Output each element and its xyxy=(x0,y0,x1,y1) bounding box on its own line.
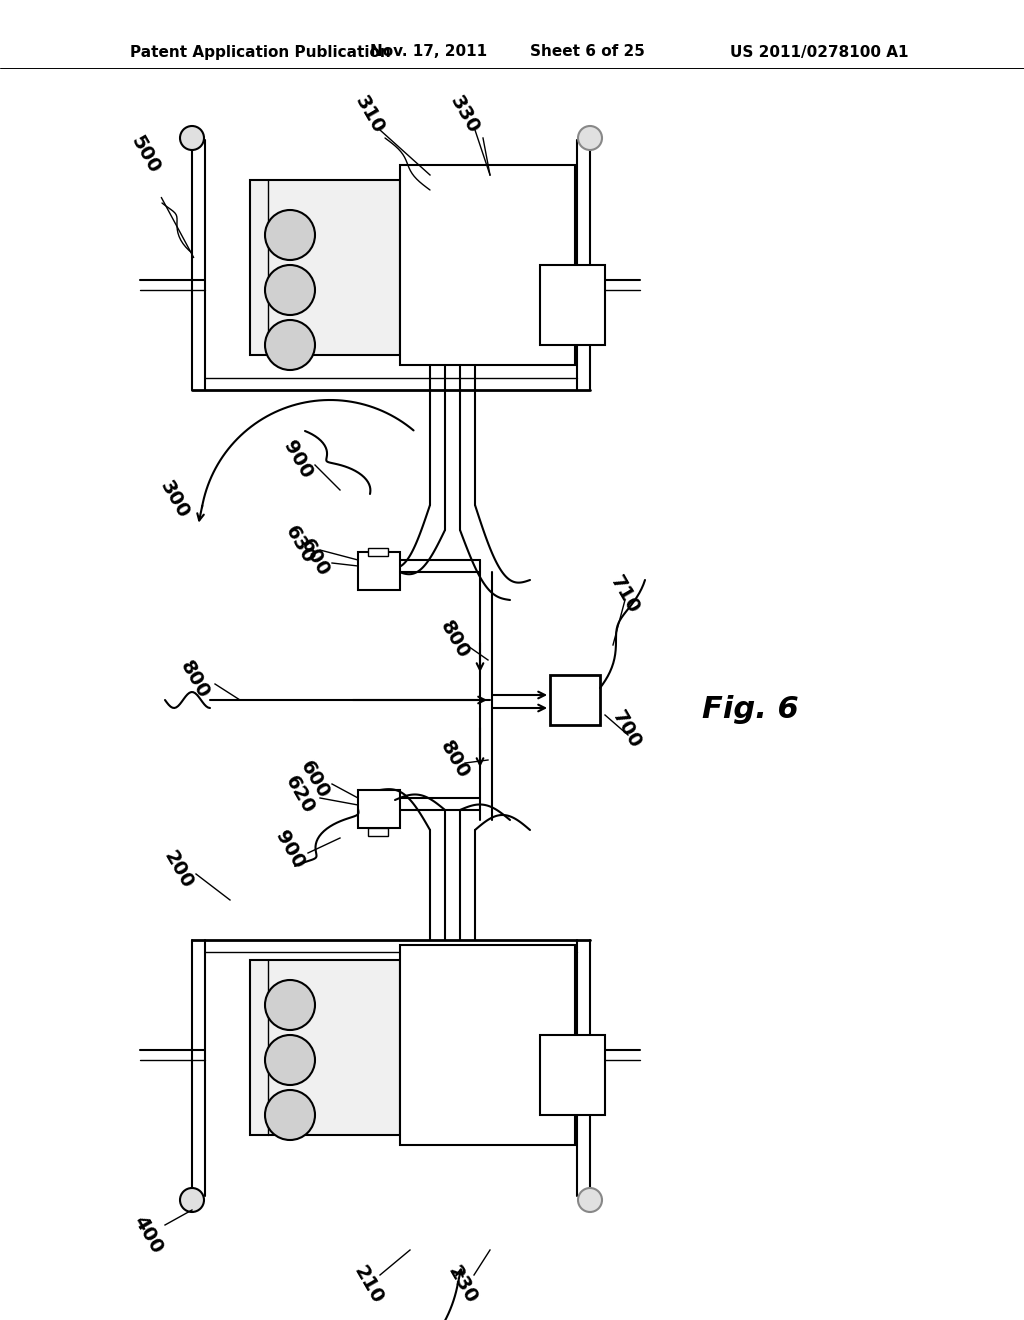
Circle shape xyxy=(265,210,315,260)
Circle shape xyxy=(578,125,602,150)
Text: 400: 400 xyxy=(130,1213,166,1257)
Text: Nov. 17, 2011: Nov. 17, 2011 xyxy=(370,45,487,59)
Bar xyxy=(540,265,605,345)
Text: 710: 710 xyxy=(606,573,643,618)
Text: 200: 200 xyxy=(160,847,197,892)
Text: 700: 700 xyxy=(608,708,645,752)
Bar xyxy=(400,945,575,1144)
Circle shape xyxy=(265,319,315,370)
Text: 210: 210 xyxy=(349,1263,386,1307)
Bar xyxy=(250,180,400,355)
Text: 800: 800 xyxy=(436,618,473,663)
Text: 900: 900 xyxy=(271,828,308,873)
Circle shape xyxy=(578,1188,602,1212)
Bar xyxy=(250,960,400,1135)
Circle shape xyxy=(265,979,315,1030)
Circle shape xyxy=(265,1090,315,1140)
Text: 500: 500 xyxy=(127,133,163,177)
Text: 600: 600 xyxy=(297,536,334,581)
Text: 800: 800 xyxy=(177,657,213,702)
Text: 300: 300 xyxy=(157,478,194,523)
Text: 630: 630 xyxy=(282,523,318,568)
Text: 310: 310 xyxy=(351,92,388,137)
Text: 800: 800 xyxy=(436,738,473,783)
Text: Fig. 6: Fig. 6 xyxy=(701,696,799,725)
Circle shape xyxy=(265,265,315,315)
Circle shape xyxy=(180,125,204,150)
Bar xyxy=(550,675,600,725)
Text: 600: 600 xyxy=(297,758,334,803)
Text: 330: 330 xyxy=(446,92,483,137)
Text: 230: 230 xyxy=(443,1263,480,1307)
Bar xyxy=(540,1035,605,1115)
Bar xyxy=(368,828,388,836)
Text: Patent Application Publication: Patent Application Publication xyxy=(130,45,391,59)
Bar xyxy=(400,165,575,366)
Text: Sheet 6 of 25: Sheet 6 of 25 xyxy=(530,45,645,59)
Circle shape xyxy=(180,1188,204,1212)
Bar xyxy=(358,789,400,828)
Text: 620: 620 xyxy=(282,772,318,817)
Bar xyxy=(368,548,388,556)
Text: US 2011/0278100 A1: US 2011/0278100 A1 xyxy=(730,45,908,59)
Bar xyxy=(358,552,400,590)
Circle shape xyxy=(265,1035,315,1085)
Text: 900: 900 xyxy=(280,438,316,482)
